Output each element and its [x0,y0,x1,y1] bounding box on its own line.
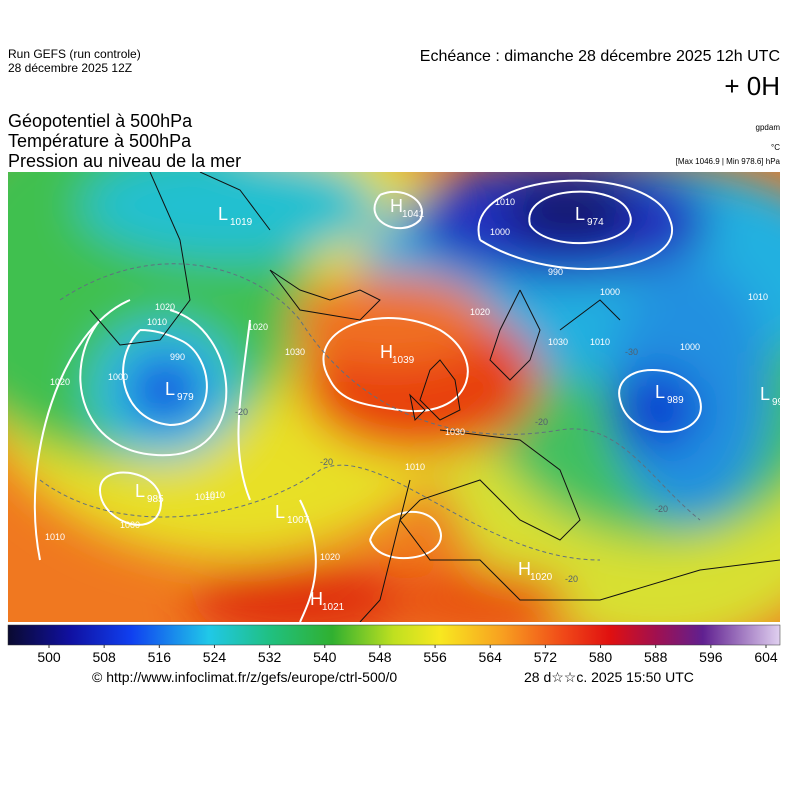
contour-label: 1000 [120,520,140,530]
colorbar-tick-label: 516 [148,649,172,665]
colorbar-tick-label: 596 [699,649,723,665]
contour-label: 1010 [205,490,225,500]
colorbar-tick-label: 532 [258,649,282,665]
pressure-center-value: 1039 [392,355,415,366]
pressure-center-type: L [575,204,585,224]
contour-label: 1010 [748,292,768,302]
pressure-center-type: L [655,382,665,402]
contour-label: -20 [565,574,578,584]
unit-label: gpdam [756,123,781,132]
pressure-center-value: 979 [177,392,194,403]
contour-label: 1020 [155,302,175,312]
colorbar-tick-label: 588 [644,649,668,665]
pressure-center-type: L [165,379,175,399]
contour-label: -20 [320,457,333,467]
generated-time: 28 d☆☆c. 2025 15:50 UTC [524,669,694,685]
pressure-range: [Max 1046.9 | Min 978.6] hPa [676,157,781,166]
unit-label: °C [771,143,780,152]
contour-label: 1020 [320,552,340,562]
contour-label: 1010 [195,492,215,502]
contour-label: 1000 [680,342,700,352]
contour-label: 1020 [470,307,490,317]
pressure-center-value: 974 [587,217,604,228]
pressure-center-type: L [275,502,285,522]
pressure-center-type: H [380,342,393,362]
contour-label: 1030 [445,427,465,437]
pressure-center-value: 989 [667,395,684,406]
contour-label: 990 [170,352,185,362]
pressure-center-type: L [760,384,770,404]
run-date: 28 décembre 2025 12Z [8,61,132,75]
contour-label: 1000 [490,227,510,237]
contour-label: 1000 [108,372,128,382]
colorbar-tick-label: 604 [754,649,778,665]
colorbar-tick-label: 572 [534,649,558,665]
colorbar-tick-label: 524 [203,649,227,665]
contour-label: 1010 [495,197,515,207]
title-line: Température à 500hPa [8,131,192,151]
pressure-center-type: L [135,481,145,501]
contour-label: -20 [235,407,248,417]
pressure-center-type: H [518,559,531,579]
contour-label: 1000 [600,287,620,297]
colorbar-tick-label: 556 [423,649,447,665]
contour-label: 1020 [50,377,70,387]
contour-label: 1010 [405,462,425,472]
contour-label: -20 [535,417,548,427]
colorbar-tick-label: 508 [92,649,116,665]
contour-label: 1010 [147,317,167,327]
contour-label: 1010 [45,532,65,542]
title-line: Géopotentiel à 500hPa [8,111,193,131]
title-line: Pression au niveau de la mer [8,151,241,171]
pressure-center-value: 1007 [287,515,310,526]
pressure-center-type: H [390,196,403,216]
colorbar-tick-label: 500 [37,649,61,665]
contour-label: 990 [548,267,563,277]
forecast-time: Echéance : dimanche 28 décembre 2025 12h… [420,48,780,65]
contour-label: 1030 [285,347,305,357]
pressure-center-value: 985 [147,494,164,505]
pressure-center-value: 999 [772,397,788,408]
pressure-center-type: L [218,204,228,224]
pressure-center-value: 1019 [230,217,253,228]
colorbar-tick-label: 540 [313,649,337,665]
contour-label: 1020 [248,322,268,332]
colorbar-tick-label: 548 [368,649,392,665]
pressure-center-type: H [310,589,323,609]
colorbar-tick-label: 580 [589,649,613,665]
colorbar-tick-label: 564 [479,649,503,665]
source-url: © http://www.infoclimat.fr/z/gefs/europe… [92,669,397,685]
contour-label: -20 [655,504,668,514]
pressure-center-value: 1020 [530,572,553,583]
contour-label: -30 [625,347,638,357]
colorbar [7,624,781,646]
pressure-center-value: 1021 [322,602,345,613]
contour-label: 1010 [590,337,610,347]
run-name: Run GEFS (run controle) [8,47,141,61]
contour-label: 1030 [548,337,568,347]
forecast-offset: + 0H [724,71,780,101]
pressure-center-value: 1041 [402,209,425,220]
